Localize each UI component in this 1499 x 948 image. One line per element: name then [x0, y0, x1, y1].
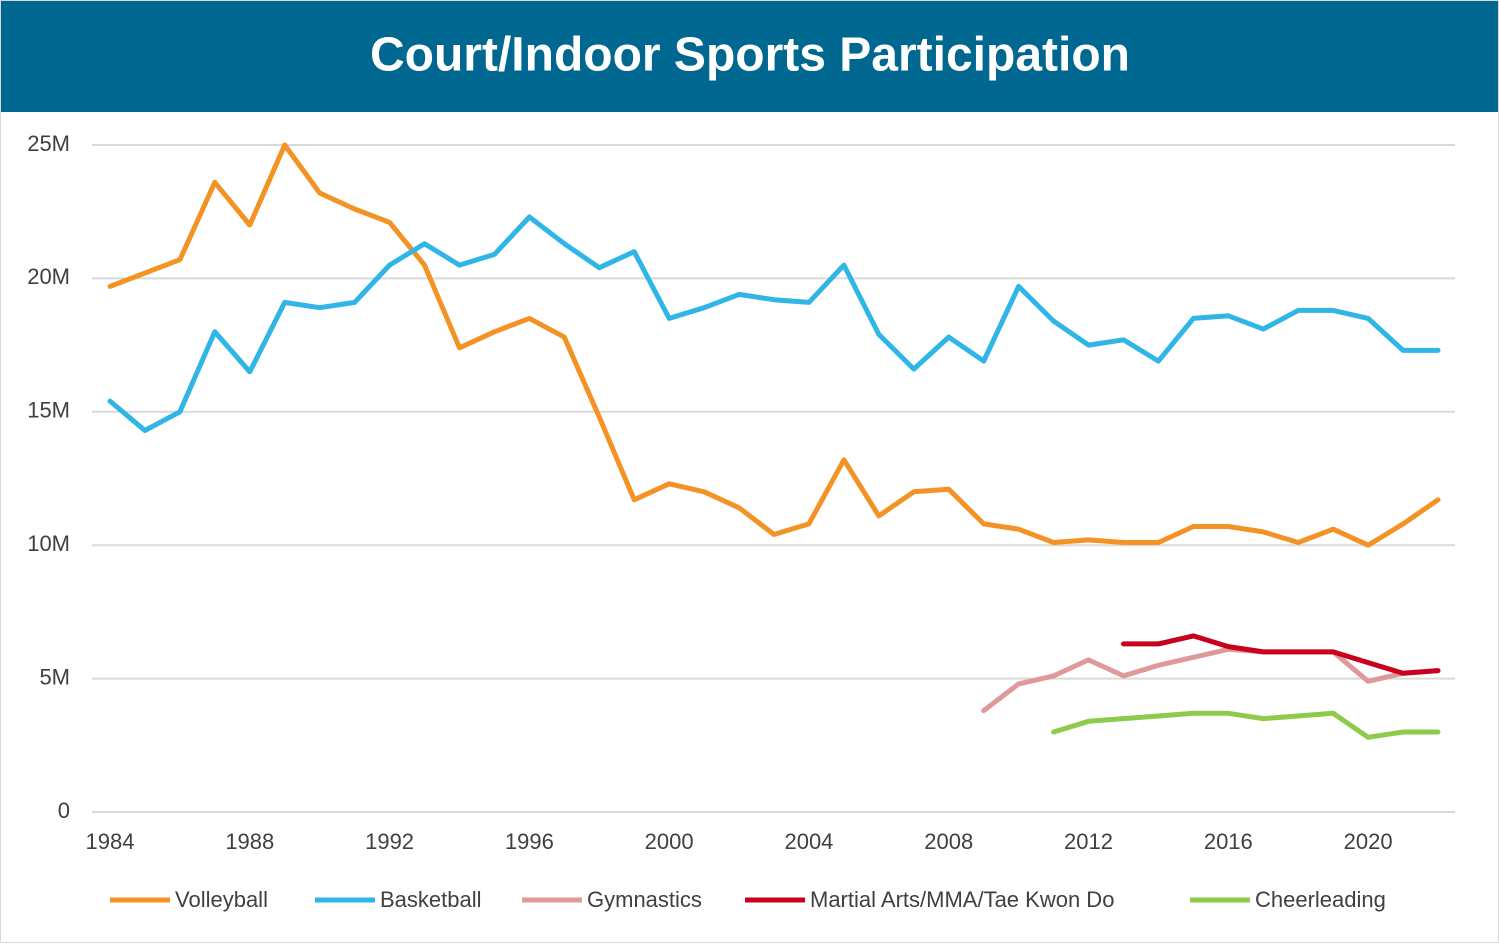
- x-tick-label: 2008: [924, 829, 973, 854]
- title-banner: [1, 1, 1498, 112]
- y-tick-label: 15M: [27, 398, 70, 423]
- x-tick-label: 1984: [86, 829, 135, 854]
- y-tick-label: 5M: [39, 664, 70, 689]
- y-tick-label: 25M: [27, 131, 70, 156]
- x-tick-label: 2016: [1204, 829, 1253, 854]
- line-series: [1121, 633, 1441, 676]
- y-tick-label: 10M: [27, 531, 70, 556]
- x-tick-label: 2004: [784, 829, 833, 854]
- line-series: [981, 646, 1441, 714]
- chart-title: Court/Indoor Sports Participation: [370, 29, 1130, 82]
- x-tick-label: 2012: [1064, 829, 1113, 854]
- x-tick-label: 1992: [365, 829, 414, 854]
- legend-label: Basketball: [380, 887, 482, 912]
- legend-label: Gymnastics: [587, 887, 702, 912]
- legend-label: Martial Arts/MMA/Tae Kwon Do: [810, 887, 1114, 912]
- x-tick-label: 2020: [1344, 829, 1393, 854]
- line-series: [107, 214, 1441, 433]
- y-tick-label: 0: [58, 798, 70, 823]
- x-tick-label: 1996: [505, 829, 554, 854]
- x-tick-label: 1988: [225, 829, 274, 854]
- line-series: [1051, 710, 1441, 740]
- y-tick-label: 20M: [27, 264, 70, 289]
- legend-label: Cheerleading: [1255, 887, 1386, 912]
- line-series: [107, 142, 1441, 548]
- x-tick-label: 2000: [645, 829, 694, 854]
- legend-label: Volleyball: [175, 887, 268, 912]
